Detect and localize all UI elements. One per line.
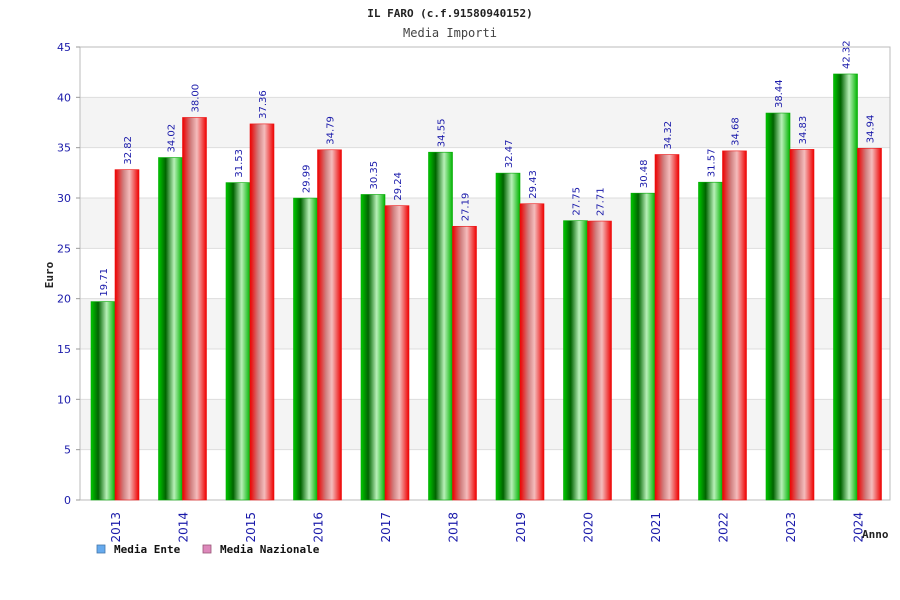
legend-swatch-media-nazionale	[202, 544, 212, 554]
data-label-media-nazionale-2013: 32.82	[123, 136, 134, 165]
chart-title: IL FARO (c.f.91580940152)	[367, 7, 533, 20]
bar-media-nazionale-2014	[182, 117, 207, 501]
grid-band	[80, 298, 890, 349]
y-tick-label: 40	[57, 91, 71, 104]
data-label-media-ente-2016: 29.99	[302, 164, 313, 193]
bar-media-nazionale-2017	[384, 205, 410, 501]
x-axis: 2013 2014 2015 2016 2017 2018 2019 2020 2021 2022…	[109, 512, 866, 543]
x-tick-label-2014: 2014	[177, 512, 191, 543]
plot-background	[80, 47, 890, 500]
legend-swatch-media-ente	[96, 544, 106, 554]
data-label-media-nazionale-2023: 34.83	[798, 116, 809, 145]
bar-media-nazionale-2021	[654, 154, 680, 501]
data-label-media-nazionale-2020: 27.71	[596, 187, 607, 216]
grid-band	[80, 97, 890, 148]
data-label-media-ente-2017: 30.35	[369, 161, 380, 190]
y-tick-label: 25	[57, 242, 71, 255]
bar-media-ente-2019	[495, 172, 521, 501]
bar-media-ente-2016	[293, 197, 318, 501]
bar-media-nazionale-2024	[857, 147, 882, 501]
data-label-media-ente-2023: 38.44	[774, 79, 785, 108]
x-tick-label-2023: 2023	[784, 512, 798, 543]
y-tick-label: 15	[57, 343, 71, 356]
y-axis: 0 5 10 15 20 25 30 35 40 45	[57, 41, 80, 507]
bar-media-ente-2013	[90, 301, 116, 501]
plot-border	[79, 46, 891, 501]
x-tick-label-2020: 2020	[582, 512, 596, 543]
bar-media-ente-2022	[698, 181, 723, 501]
bar-media-nazionale-2015	[249, 123, 275, 501]
x-tick-label-2015: 2015	[244, 512, 258, 543]
x-tick-label-2016: 2016	[312, 512, 326, 543]
bar-media-ente-2015	[225, 182, 251, 501]
x-tick-label-2022: 2022	[717, 512, 731, 543]
data-label-media-nazionale-2017: 29.24	[393, 172, 404, 201]
data-label-media-ente-2021: 30.48	[639, 160, 650, 189]
data-label-media-nazionale-2021: 34.32	[663, 121, 674, 150]
x-tick-label-2013: 2013	[109, 512, 123, 543]
bar-media-nazionale-2023	[789, 149, 815, 501]
x-tick-label-2017: 2017	[379, 512, 393, 543]
y-tick-label: 20	[57, 293, 71, 306]
data-labels: 19.71 32.82 34.02 38.00 31.53 37.36 29.99 34.79…	[99, 40, 877, 296]
x-tick-label-2024: 2024	[852, 512, 866, 543]
data-label-media-nazionale-2015: 37.36	[258, 90, 269, 119]
bar-media-ente-2021	[630, 192, 656, 501]
legend: Media Ente Media Nazionale	[96, 543, 320, 556]
data-label-media-ente-2024: 42.32	[842, 40, 853, 69]
data-label-media-ente-2020: 27.75	[572, 187, 583, 216]
data-label-media-nazionale-2024: 34.94	[866, 115, 877, 144]
data-label-media-ente-2019: 32.47	[504, 139, 515, 168]
bar-media-nazionale-2013	[114, 169, 140, 501]
y-tick-label: 0	[64, 494, 71, 507]
bar-media-ente-2023	[765, 112, 791, 501]
data-label-media-ente-2013: 19.71	[99, 268, 110, 297]
chart-subtitle: Media Importi	[403, 26, 497, 40]
y-axis-title: Euro	[43, 261, 56, 288]
data-label-media-ente-2015: 31.53	[234, 149, 245, 178]
legend-label-media-ente: Media Ente	[114, 543, 181, 556]
data-label-media-ente-2022: 31.57	[707, 149, 718, 178]
data-label-media-ente-2014: 34.02	[167, 124, 178, 153]
bar-media-ente-2014	[158, 157, 183, 501]
bar-media-nazionale-2020	[587, 220, 612, 501]
bar-media-nazionale-2019	[519, 203, 545, 501]
bar-media-ente-2018	[428, 151, 453, 501]
bars	[90, 73, 882, 501]
bar-media-ente-2020	[563, 220, 588, 501]
x-tick-label-2019: 2019	[514, 512, 528, 543]
x-axis-title: Anno	[862, 528, 889, 541]
data-label-media-nazionale-2014: 38.00	[191, 84, 202, 113]
gridlines	[79, 46, 891, 501]
data-label-media-nazionale-2016: 34.79	[326, 116, 337, 145]
bar-media-ente-2024	[833, 73, 858, 501]
data-label-media-nazionale-2019: 29.43	[528, 170, 539, 199]
grid-band	[80, 198, 890, 249]
bar-media-ente-2017	[360, 194, 386, 501]
data-label-media-ente-2018: 34.55	[437, 119, 448, 148]
bar-media-nazionale-2016	[317, 149, 342, 501]
y-tick-label: 5	[64, 444, 71, 457]
grid-band	[80, 399, 890, 450]
data-label-media-nazionale-2022: 34.68	[731, 117, 742, 146]
legend-label-media-nazionale: Media Nazionale	[220, 543, 320, 556]
y-tick-label: 35	[57, 142, 71, 155]
bar-media-nazionale-2018	[452, 225, 477, 501]
bar-media-nazionale-2022	[722, 150, 747, 501]
y-tick-label: 10	[57, 393, 71, 406]
y-tick-label: 45	[57, 41, 71, 54]
x-tick-label-2021: 2021	[649, 512, 663, 543]
y-tick-label: 30	[57, 192, 71, 205]
data-label-media-nazionale-2018: 27.19	[461, 193, 472, 222]
x-tick-label-2018: 2018	[447, 512, 461, 543]
